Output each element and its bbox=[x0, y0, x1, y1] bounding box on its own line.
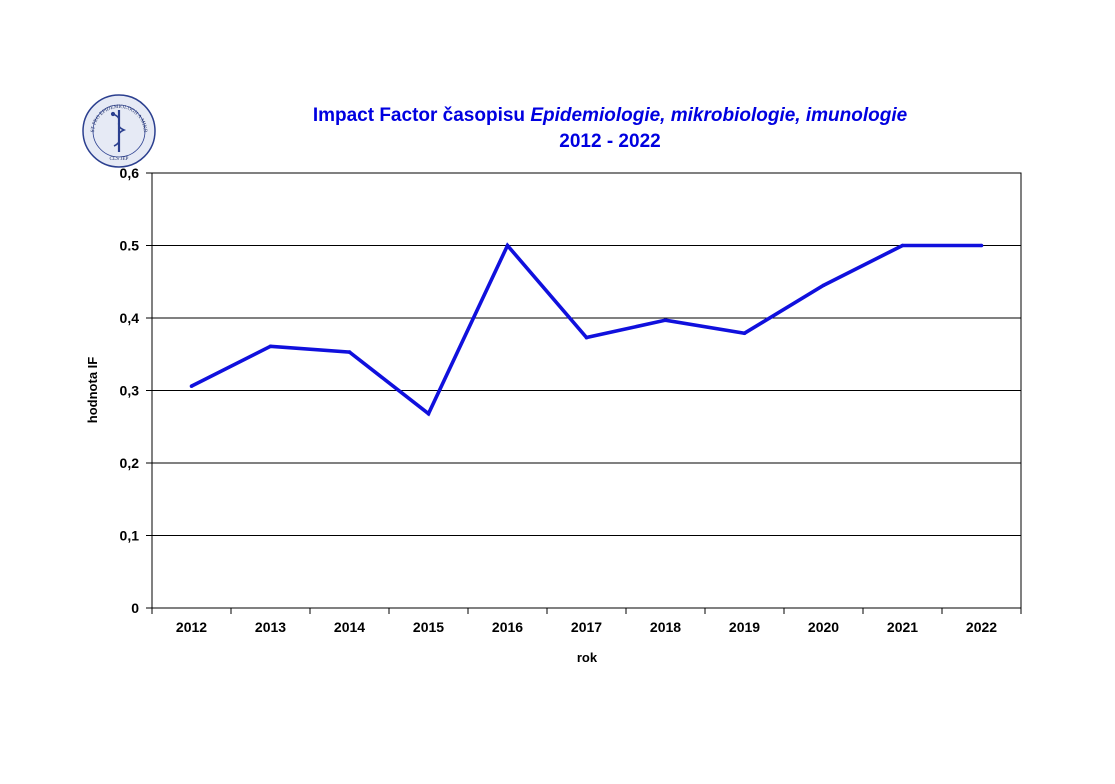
data-point bbox=[979, 243, 984, 248]
y-tick-label: 0,4 bbox=[120, 310, 140, 326]
x-tick-label: 2020 bbox=[808, 619, 839, 635]
gridlines bbox=[152, 245, 1021, 536]
series-layer bbox=[189, 242, 984, 417]
y-tick-labels: 0 0,1 0,2 0,3 0,4 0.5 0,6 bbox=[120, 165, 140, 616]
x-tick-label: 2016 bbox=[492, 619, 523, 635]
x-tick-label: 2015 bbox=[413, 619, 444, 635]
chart-subtitle: 2012 - 2022 bbox=[559, 131, 660, 152]
series-line bbox=[190, 242, 982, 417]
y-axis-title: hodnota IF bbox=[85, 357, 100, 423]
y-tick-label: 0,3 bbox=[120, 383, 140, 399]
data-point bbox=[426, 411, 431, 416]
x-tick-label: 2019 bbox=[729, 619, 760, 635]
y-tick-label: 0,2 bbox=[120, 455, 140, 471]
x-tick-label: 2013 bbox=[255, 619, 286, 635]
data-point bbox=[900, 243, 905, 248]
data-point bbox=[742, 331, 747, 336]
x-tick-label: 2014 bbox=[334, 619, 365, 635]
x-axis-title: rok bbox=[577, 650, 598, 665]
data-point bbox=[505, 243, 510, 248]
rod-of-asclepius-icon bbox=[110, 110, 127, 152]
y-tick-label: 0 bbox=[131, 600, 139, 616]
data-point bbox=[821, 283, 826, 288]
y-tick-label: 0.5 bbox=[120, 238, 140, 254]
chart-title-prefix: Impact Factor časopisu bbox=[313, 105, 531, 126]
data-point bbox=[189, 384, 194, 388]
x-tick-labels: 2012 2013 2014 2015 2016 2017 2018 2019 2020 2021… bbox=[176, 619, 997, 635]
data-point bbox=[268, 344, 273, 349]
logo-bottom-text: ČLS JEP bbox=[110, 154, 129, 162]
y-tick-label: 0,1 bbox=[120, 528, 140, 544]
y-tick-label: 0,6 bbox=[120, 165, 140, 181]
data-point bbox=[584, 335, 589, 340]
society-logo: SPOLEČNOST PRO EPIDEMIOLOGII A MIKROBIOL… bbox=[0, 0, 156, 168]
x-tick-label: 2021 bbox=[887, 619, 918, 635]
data-point bbox=[347, 350, 352, 354]
x-tick-label: 2018 bbox=[650, 619, 681, 635]
x-tick-label: 2017 bbox=[571, 619, 602, 635]
x-tick-label: 2022 bbox=[966, 619, 997, 635]
data-point bbox=[663, 318, 668, 322]
axis-ticks bbox=[146, 172, 1022, 614]
x-tick-label: 2012 bbox=[176, 619, 207, 635]
chart-title: Impact Factor časopisu Epidemiologie, mi… bbox=[313, 105, 908, 126]
chart-title-italic: Epidemiologie, mikrobiologie, imunologie bbox=[530, 105, 907, 126]
